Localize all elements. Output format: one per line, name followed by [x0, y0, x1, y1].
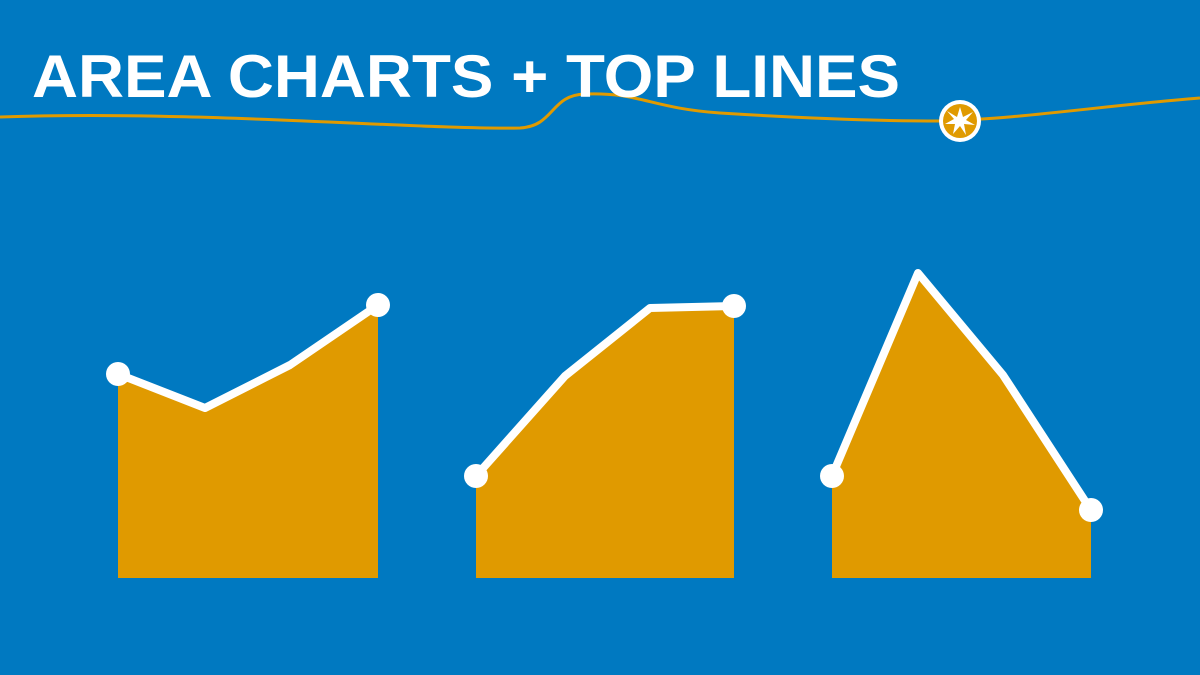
area-chart-2: [464, 294, 746, 578]
title: AREA CHARTS + TOP LINES: [32, 43, 900, 110]
decorative-line: [0, 92, 1200, 130]
logo-badge: [939, 100, 981, 142]
area-chart-1: [106, 293, 390, 578]
area-chart-3: [820, 269, 1103, 578]
